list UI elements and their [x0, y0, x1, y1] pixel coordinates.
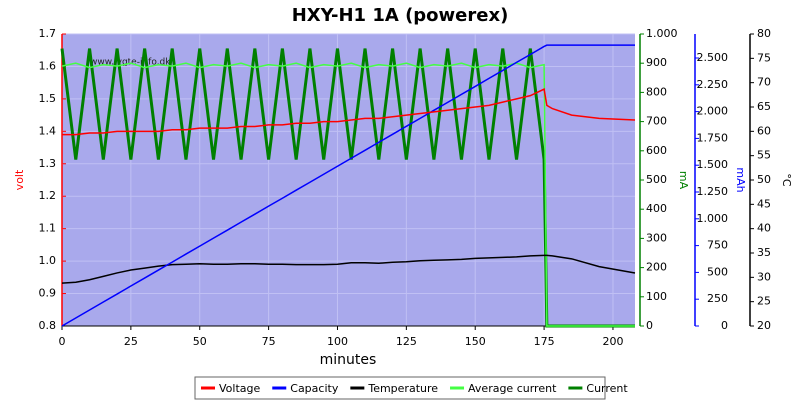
x-tick-label: 125	[396, 335, 417, 348]
legend-label: Average current	[468, 382, 557, 395]
y-tick-label: 25	[757, 295, 771, 308]
y-tick-label: 500	[707, 265, 728, 278]
y-tick-label: 80	[757, 27, 771, 40]
y-tick-label: 0.9	[39, 287, 57, 300]
y-tick-label: 50	[757, 173, 771, 186]
y-tick-label: 900	[646, 56, 667, 69]
y-tick-label: 500	[646, 173, 667, 186]
y-tick-label: 700	[646, 115, 667, 128]
y-tick-label: 0	[646, 319, 653, 332]
y-tick-label: 1.3	[39, 157, 57, 170]
y-tick-label: 1.0	[39, 254, 57, 267]
y-tick-label: 1.1	[39, 222, 57, 235]
y-tick-label: 30	[757, 270, 771, 283]
y-tick-label: 1.5	[39, 92, 57, 105]
y-tick-label: 20	[757, 319, 771, 332]
y-tick-label: 75	[757, 51, 771, 64]
y-tick-label: 35	[757, 246, 771, 259]
series-line	[62, 88, 636, 136]
y-tick-label: 1.6	[39, 59, 57, 72]
x-tick-label: 150	[465, 335, 486, 348]
x-tick-label: 100	[327, 335, 348, 348]
y2-axis-title: mA	[677, 171, 690, 190]
y-tick-label: 200	[646, 261, 667, 274]
y-tick-label: 0.8	[39, 319, 57, 332]
y-tick-label: 1.500	[697, 158, 729, 171]
y-tick-label: 55	[757, 149, 771, 162]
y-axis-title: volt	[13, 169, 26, 190]
plot-area	[62, 34, 635, 326]
chart-title: HXY-H1 1A (powerex)	[292, 5, 509, 26]
legend-label: Capacity	[290, 382, 339, 395]
y-tick-label: 60	[757, 124, 771, 137]
y-tick-label: 0	[721, 319, 728, 332]
y-tick-label: 65	[757, 100, 771, 113]
series-line	[61, 44, 635, 327]
y-tick-label: 1.4	[39, 124, 57, 137]
y-tick-label: 2.000	[697, 105, 729, 118]
y-tick-label: 2.500	[697, 51, 729, 64]
series-line	[60, 48, 635, 328]
x-axis-title: minutes	[320, 352, 377, 368]
y-tick-label: 1.750	[697, 131, 729, 144]
y-tick-label: 400	[646, 202, 667, 215]
y-tick-label: 1.000	[697, 212, 729, 225]
series-line	[61, 254, 636, 284]
x-tick-label: 50	[193, 335, 207, 348]
legend-label: Temperature	[367, 382, 438, 395]
y4-axis-title: °C	[780, 173, 793, 187]
legend-label: Voltage	[219, 382, 260, 395]
y-tick-label: 45	[757, 197, 771, 210]
legend-box	[194, 376, 606, 400]
x-tick-label: 75	[262, 335, 276, 348]
y-tick-label: 2.250	[697, 78, 729, 91]
x-tick-label: 175	[534, 335, 555, 348]
x-tick-label: 25	[124, 335, 138, 348]
y-tick-label: 40	[757, 222, 771, 235]
legend-label: Current	[586, 382, 628, 395]
y-tick-label: 1.250	[697, 185, 729, 198]
y-tick-label: 1.000	[646, 27, 678, 40]
y-tick-label: 250	[707, 292, 728, 305]
x-tick-label: 0	[59, 335, 66, 348]
y-tick-label: 100	[646, 290, 667, 303]
y-tick-label: 600	[646, 144, 667, 157]
y3-axis-title: mAh	[734, 167, 747, 192]
y-tick-label: 70	[757, 76, 771, 89]
y-tick-label: 1.2	[39, 189, 57, 202]
y-tick-label: 1.7	[39, 27, 57, 40]
series-line	[61, 62, 635, 327]
y-tick-label: 800	[646, 85, 667, 98]
y-tick-label: 750	[707, 239, 728, 252]
y-tick-label: 300	[646, 231, 667, 244]
x-tick-label: 200	[602, 335, 623, 348]
